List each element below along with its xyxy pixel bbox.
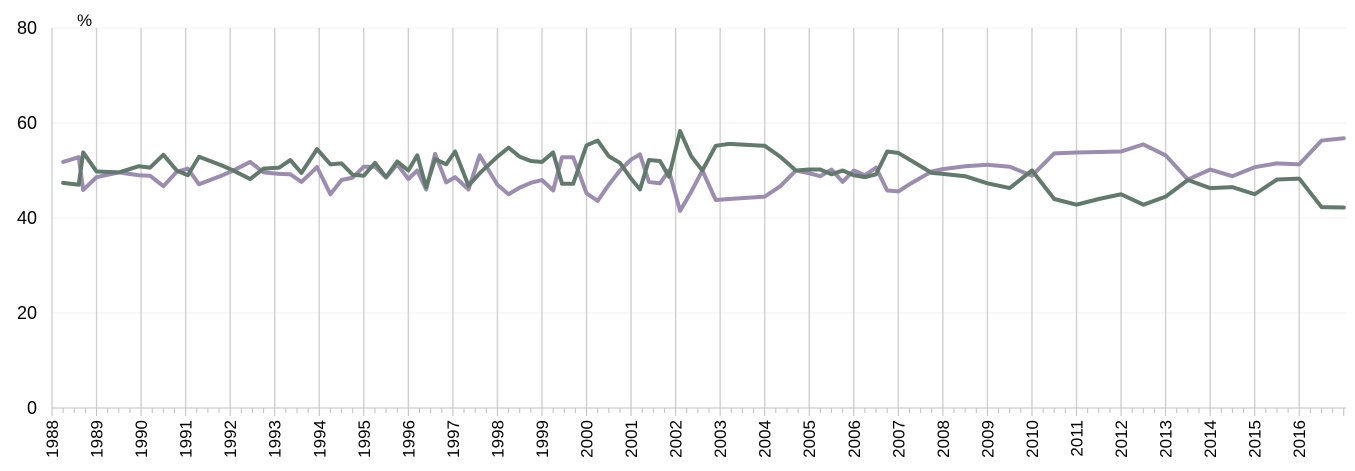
x-tick-label-1990: 1990 (132, 420, 151, 458)
x-tick-label-1992: 1992 (221, 420, 240, 458)
y-tick-label-20: 20 (17, 303, 37, 323)
y-tick-label-60: 60 (17, 113, 37, 133)
x-tick-label-2006: 2006 (845, 420, 864, 458)
chart-series (61, 129, 1346, 213)
x-tick-label-1994: 1994 (310, 420, 329, 458)
x-tick-label-2011: 2011 (1068, 420, 1087, 457)
x-tick-label-1999: 1999 (533, 420, 552, 458)
x-tick-label-1989: 1989 (88, 420, 107, 458)
x-tick-label-2013: 2013 (1157, 420, 1176, 458)
x-tick-label-2016: 2016 (1290, 420, 1309, 458)
x-tick-label-1998: 1998 (488, 420, 507, 458)
series-line-1 (61, 136, 1346, 213)
y-axis-unit-label: % (77, 11, 92, 30)
x-tick-label-1997: 1997 (444, 420, 463, 458)
x-tick-label-2001: 2001 (622, 420, 641, 458)
x-tick-label-1995: 1995 (355, 420, 374, 458)
x-tick-label-2014: 2014 (1201, 420, 1220, 458)
x-tick-label-2000: 2000 (578, 420, 597, 458)
x-tick-label-2003: 2003 (711, 420, 730, 458)
y-tick-label-0: 0 (27, 398, 37, 418)
x-tick-label-2015: 2015 (1246, 420, 1265, 458)
y-tick-label-40: 40 (17, 208, 37, 228)
y-tick-label-80: 80 (17, 18, 37, 38)
chart-gridlines (51, 27, 1346, 408)
x-tick-label-2008: 2008 (934, 420, 953, 458)
x-axis-minor-ticks (51, 408, 1345, 416)
x-tick-label-1993: 1993 (266, 420, 285, 458)
x-tick-label-1988: 1988 (43, 420, 62, 458)
x-tick-label-2005: 2005 (800, 420, 819, 458)
y-axis-tick-labels: 0 20 40 60 80 (17, 18, 37, 418)
series-line-2 (61, 129, 1346, 210)
x-tick-label-2009: 2009 (978, 420, 997, 458)
x-tick-label-2010: 2010 (1023, 420, 1042, 458)
x-axis-tick-labels: 1988 1989 1990 1991 1992 1993 1994 1995 1996 1997… (43, 420, 1309, 458)
x-tick-label-2004: 2004 (756, 420, 775, 458)
x-tick-label-2002: 2002 (667, 420, 686, 458)
x-tick-label-2007: 2007 (889, 420, 908, 458)
x-tick-label-1996: 1996 (399, 420, 418, 458)
x-tick-label-1991: 1991 (177, 420, 196, 458)
x-tick-label-2012: 2012 (1112, 420, 1131, 458)
